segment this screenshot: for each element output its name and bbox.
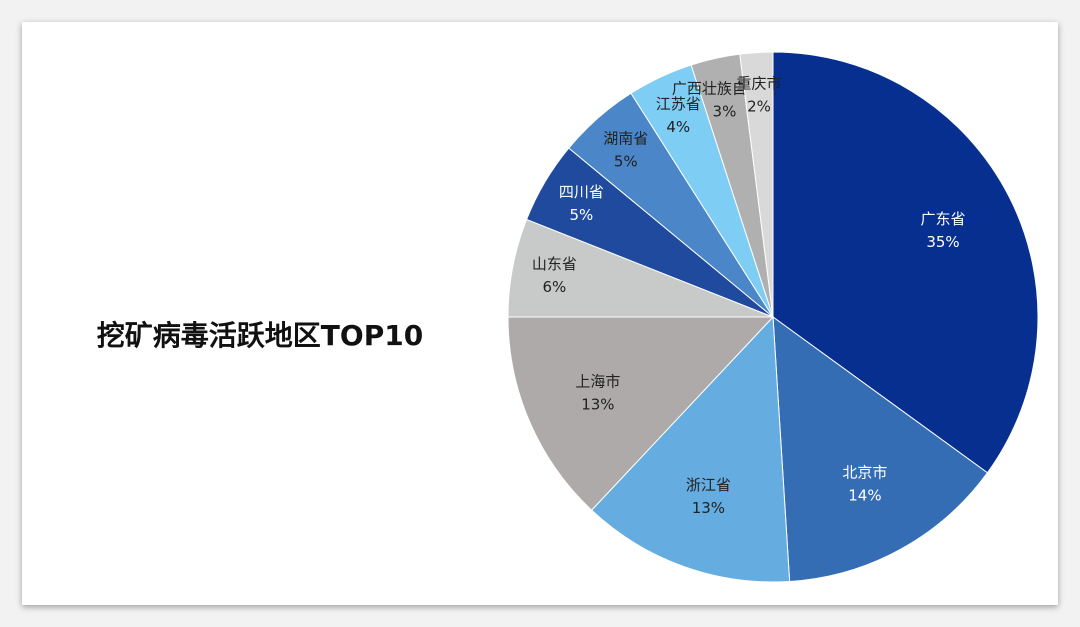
pie-slice xyxy=(772,315,989,583)
chart-title: 挖矿病毒活跃地区TOP10 xyxy=(97,319,423,352)
slice-label: 广东省 xyxy=(920,210,965,228)
slice-label: 重庆市 xyxy=(737,74,782,92)
slice-label: 四川省 xyxy=(559,183,604,201)
value-label: 4% xyxy=(666,118,690,136)
value-label: 3% xyxy=(713,102,737,120)
slice-label: 江苏省 xyxy=(656,95,701,113)
slice-label: 湖南省 xyxy=(603,130,648,148)
value-label: 5% xyxy=(570,206,594,224)
slice-label: 北京市 xyxy=(842,464,887,482)
slice-label: 浙江省 xyxy=(686,476,731,494)
value-label: 2% xyxy=(747,97,771,115)
value-label: 13% xyxy=(692,499,725,517)
value-label: 5% xyxy=(614,153,638,171)
pie-slice xyxy=(507,316,775,511)
value-label: 13% xyxy=(581,395,614,413)
value-label: 6% xyxy=(542,278,566,296)
value-label: 14% xyxy=(848,487,881,505)
slice-label: 山东省 xyxy=(532,255,577,273)
value-label: 35% xyxy=(926,233,959,251)
pie-slice xyxy=(739,51,774,318)
pie-slice xyxy=(590,315,791,583)
pie-slice xyxy=(772,51,1039,474)
slice-label: 上海市 xyxy=(575,372,620,390)
